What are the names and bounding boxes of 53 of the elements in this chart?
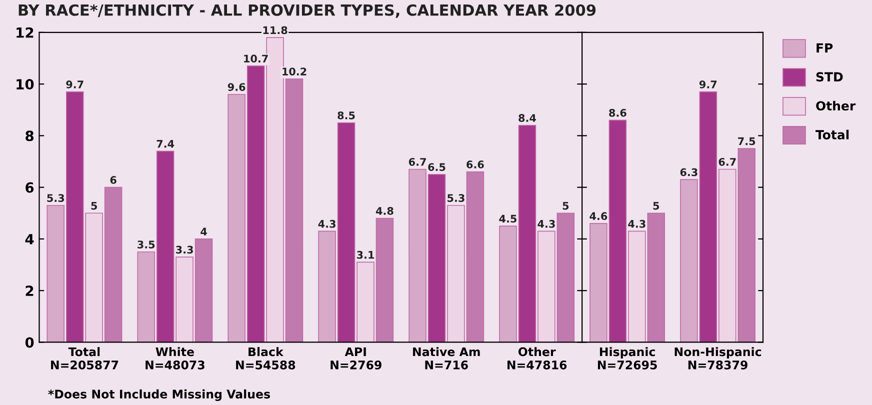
data-label: 4.3	[318, 220, 336, 228]
x-tick-label: Total N=205877	[51, 347, 118, 370]
data-label: 4.5	[499, 214, 516, 223]
data-label: 7.5	[738, 137, 756, 146]
data-label: 5.3	[448, 194, 464, 202]
data-label: 3.1	[356, 250, 374, 259]
data-label: 9.7	[699, 80, 717, 88]
data-label: 10.2	[282, 68, 306, 76]
data-label: 8.6	[609, 108, 626, 117]
data-label: 6.7	[718, 158, 736, 166]
data-label: 4.3	[538, 220, 555, 228]
data-label: 4.3	[628, 220, 646, 228]
data-label: 5	[91, 202, 97, 210]
y-tick-label: 12	[16, 27, 34, 38]
x-tick-label: White N=48073	[146, 347, 204, 370]
data-label: 6.5	[428, 163, 446, 171]
y-tick-label: 2	[26, 286, 34, 296]
data-label: 10.7	[244, 54, 268, 63]
data-label: 6.6	[466, 160, 484, 168]
x-tick-label: Black N=54588	[236, 347, 296, 370]
legend-label: Total	[816, 130, 849, 140]
data-label: 4.8	[376, 207, 394, 215]
x-tick-label: Hispanic N=72695	[598, 347, 657, 370]
x-tick-label: Non-Hispanic N=78379	[674, 347, 762, 370]
chart-title: BY RACE*/ETHNICITY - ALL PROVIDER TYPES, CALENDAR YEAR 2009	[18, 4, 596, 18]
data-label: 9.7	[66, 80, 84, 88]
legend-label: STD	[816, 72, 843, 82]
data-label: 7.4	[156, 140, 174, 148]
data-label: 5.3	[47, 194, 64, 202]
legend-label: FP	[816, 43, 833, 52]
text: *Does Not Include Missing Values	[48, 389, 270, 401]
x-tick-label: API N=2769	[330, 347, 382, 370]
data-label: 5	[653, 202, 660, 210]
legend-label: Other	[816, 100, 856, 111]
data-label: 4.6	[590, 212, 608, 220]
y-tick-label: 6	[26, 182, 34, 193]
data-label: 6.7	[408, 158, 426, 166]
x-tick-label: Other N=47816	[507, 347, 567, 370]
data-label: 8.4	[518, 114, 536, 122]
data-label: 3.5	[138, 240, 155, 248]
y-tick-label: 10	[16, 79, 34, 90]
data-label: 4	[200, 228, 207, 236]
data-label: 6.3	[680, 168, 698, 176]
y-tick-label: 4	[25, 234, 34, 244]
data-label: 8.5	[338, 111, 355, 120]
y-tick-label: 0	[25, 337, 34, 348]
data-label: 3.3	[176, 246, 193, 254]
data-label: 11.8	[263, 26, 288, 34]
x-tick-label: Native Am N=716	[413, 347, 480, 370]
data-label: 6	[110, 176, 116, 184]
data-label: 5	[562, 202, 569, 210]
y-tick-label: 8	[26, 130, 34, 142]
data-label: 9.6	[228, 83, 246, 91]
